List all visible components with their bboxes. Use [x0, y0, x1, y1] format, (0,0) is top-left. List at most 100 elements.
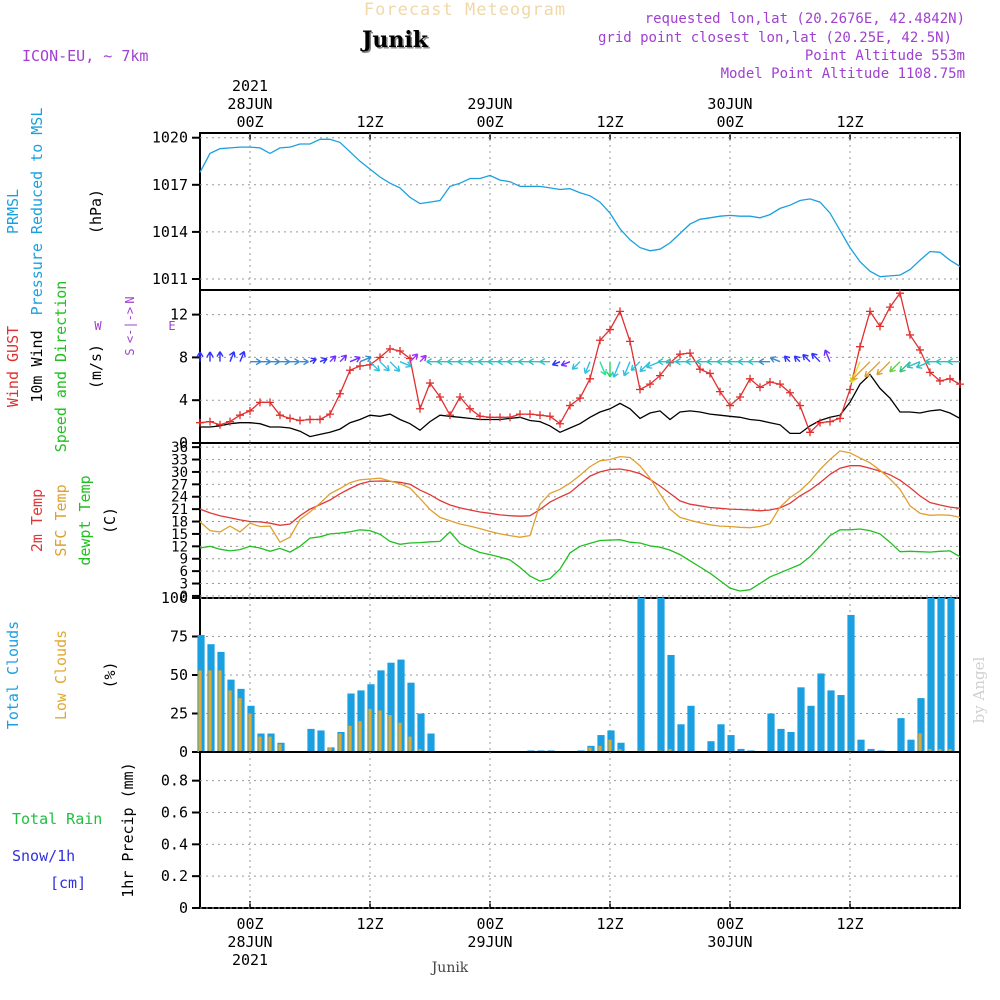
gust-marker: [436, 392, 444, 401]
precip-panel: 0 0.2 0.4 0.6 0.8 Total Rain Snow/1h [cm] 1hr Pr…: [12, 751, 961, 917]
temperature-ytick-label: 15: [171, 527, 188, 543]
gust-marker: [546, 412, 554, 421]
wind-vector-arrow: [571, 361, 581, 370]
gust-marker: [596, 336, 604, 345]
bottom-time-label: 12Z: [356, 915, 383, 933]
low-cloud-bar: [278, 744, 282, 752]
precip-unit-label: [cm]: [50, 874, 86, 892]
total-cloud-bar: [687, 705, 695, 752]
footer-location: Junik: [430, 960, 469, 976]
gust-marker: [746, 374, 754, 383]
wind-axis-label: Speed and Direction: [52, 281, 70, 453]
wind-vector-arrow: [229, 351, 236, 362]
gridpoint-coords: grid point closest lon,lat (20.25E, 42.5…: [598, 30, 952, 46]
wind-vector-arrow: [823, 349, 831, 362]
bottom-time-label: 00Z: [716, 915, 743, 933]
gust-marker: [446, 411, 454, 420]
compass-letter: W: [94, 319, 102, 333]
top-time-label: 00Z: [236, 113, 263, 131]
total-cloud-bar: [417, 713, 425, 752]
top-time-label: 29JUN: [467, 95, 512, 113]
bottom-time-label: 12Z: [836, 915, 863, 933]
bottom-time-label: 30JUN: [707, 933, 752, 951]
wind-vector-arrow: [196, 351, 204, 362]
wind-vector-arrow: [216, 351, 224, 362]
total-cloud-bar: [847, 614, 855, 752]
wind-vector-arrow: [389, 361, 401, 373]
wind-ytick-label: 8: [179, 348, 188, 366]
clouds-axis-label: Low Clouds: [52, 630, 70, 720]
gust-marker: [836, 414, 844, 423]
compass-letter: E: [168, 319, 175, 333]
wind-vector-arrow: [583, 361, 591, 374]
top-time-label: 12Z: [596, 113, 623, 131]
wind-vector-arrow: [349, 355, 361, 363]
pressure-axis-label: Pressure Reduced to MSL: [28, 108, 46, 316]
gust-marker: [656, 371, 664, 380]
gust-marker: [856, 342, 864, 351]
top-time-label: 12Z: [836, 113, 863, 131]
pressure-ytick-label: 1020: [152, 129, 188, 147]
wind-vector-arrow: [290, 358, 300, 366]
requested-coords: requested lon,lat (20.2676E, 42.4842N): [645, 11, 965, 27]
low-cloud-bar: [398, 722, 402, 752]
top-time-label: 12Z: [356, 113, 383, 131]
wind-axis-label: Wind GUST: [4, 326, 22, 407]
wind-vector-arrow: [758, 358, 770, 366]
gust-marker: [706, 369, 714, 378]
total-cloud-bar: [867, 748, 875, 752]
gust-marker: [876, 322, 884, 331]
total-cloud-bar: [717, 724, 725, 752]
wind-ytick-label: 0: [179, 434, 188, 452]
gust-marker: [326, 410, 334, 419]
dewpoint-line: [199, 528, 961, 592]
total-cloud-bar: [837, 695, 845, 752]
temperature-ytick-label: 21: [171, 502, 188, 518]
wind-ytick-label: 4: [179, 391, 188, 409]
temperature-axis-label: SFC Temp: [52, 484, 70, 556]
gust-marker: [306, 415, 314, 424]
gust-marker: [626, 337, 634, 346]
gust-marker: [756, 383, 764, 392]
clouds-panel: 0 25 50 75 100 Total Clouds Low Clouds (%): [4, 589, 961, 761]
clouds-ytick-label: 100: [161, 589, 188, 607]
gust-marker: [226, 417, 234, 426]
total-cloud-bar: [817, 673, 825, 752]
clouds-ytick-label: 25: [170, 705, 188, 723]
total-cloud-bar: [617, 742, 625, 752]
gust-marker: [196, 418, 204, 427]
precip-ytick-label: 0.2: [161, 867, 188, 885]
wind-vector-arrow: [560, 360, 571, 367]
gust-marker: [336, 389, 344, 398]
bottom-time-label: 00Z: [476, 915, 503, 933]
total-cloud-bar: [807, 705, 815, 752]
temperature-ytick-label: 24: [171, 490, 188, 506]
total-cloud-bar: [737, 748, 745, 752]
wind-axis-label: 10m Wind: [28, 330, 46, 402]
gust-marker: [236, 411, 244, 420]
wind-vector-arrow: [419, 354, 427, 363]
top-time-label: 00Z: [716, 113, 743, 131]
gust-marker: [386, 344, 394, 353]
total-cloud-bar: [657, 598, 665, 752]
pressure-ytick-label: 1017: [152, 176, 188, 194]
wind-vector-arrow: [339, 354, 348, 363]
total-cloud-bar: [787, 731, 795, 752]
wind-axis-label: (m/s): [87, 344, 105, 389]
pressure-ytick-label: 1014: [152, 223, 188, 241]
model-altitude: Model Point Altitude 1108.75m: [721, 66, 965, 82]
low-cloud-bar: [248, 713, 252, 752]
bottom-time-label: 2021: [232, 951, 268, 969]
wind-vector-arrow: [599, 361, 608, 376]
wind-vector-arrow: [630, 361, 641, 372]
low-cloud-bar: [218, 670, 222, 752]
wind-vector-arrow: [280, 358, 291, 366]
low-cloud-bar: [598, 745, 602, 752]
gust-marker: [276, 411, 284, 420]
total-cloud-bar: [387, 662, 395, 752]
bottom-time-label: 00Z: [236, 915, 263, 933]
low-cloud-bar: [948, 748, 952, 752]
wind-vector-arrow: [899, 361, 911, 373]
gust-marker: [456, 392, 464, 401]
total-cloud-bar: [927, 598, 935, 752]
